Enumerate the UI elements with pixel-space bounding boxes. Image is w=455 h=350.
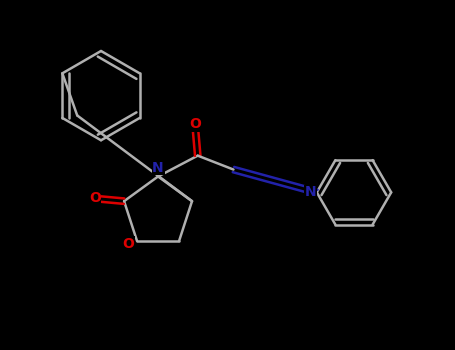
Text: O: O (89, 191, 101, 205)
Text: N: N (305, 186, 317, 199)
Text: N: N (152, 161, 164, 175)
Text: O: O (122, 237, 134, 251)
Text: O: O (189, 117, 201, 131)
